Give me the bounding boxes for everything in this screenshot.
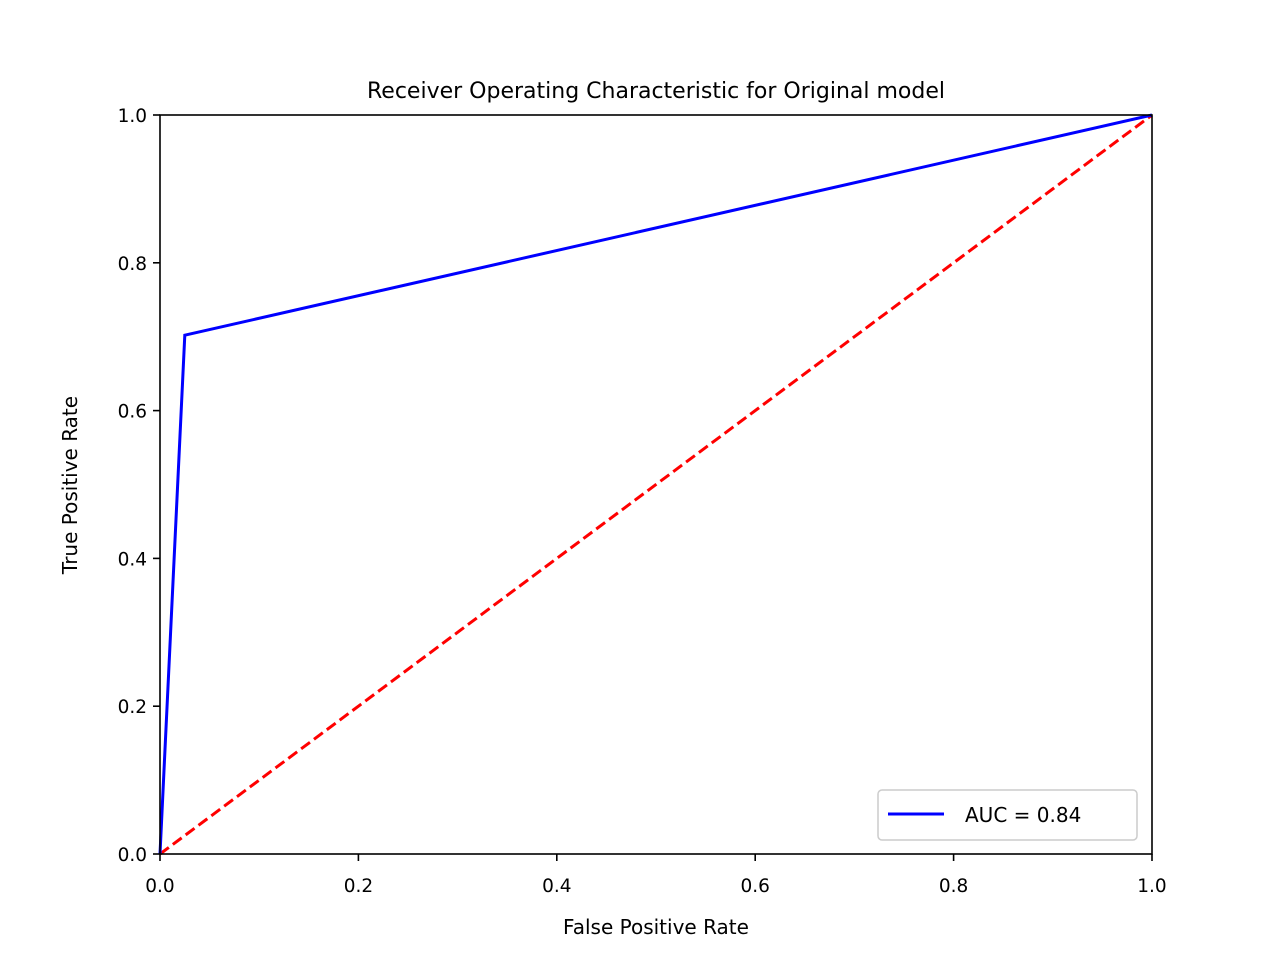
chance-diagonal-line bbox=[159, 113, 1153, 856]
y-tick-label: 0.6 bbox=[118, 402, 147, 423]
roc-curve-line bbox=[158, 113, 1153, 855]
y-tick-label: 0.0 bbox=[118, 845, 147, 866]
y-axis-label: True Positive Rate bbox=[58, 396, 82, 575]
x-tick-label: 0.8 bbox=[939, 876, 968, 897]
y-tick-label: 0.4 bbox=[118, 549, 147, 570]
legend-box bbox=[877, 789, 1138, 841]
x-axis-label: False Positive Rate bbox=[563, 915, 749, 939]
x-tick-label: 0.6 bbox=[740, 876, 769, 897]
y-tick-label: 1.0 bbox=[118, 106, 147, 127]
x-tick-label: 0.0 bbox=[145, 876, 174, 897]
legend: AUC = 0.84 bbox=[877, 789, 1138, 841]
y-axis-ticks: 0.0 0.2 0.4 0.6 0.8 1.0 bbox=[118, 106, 160, 866]
plot-frame bbox=[159, 114, 1153, 855]
y-tick-label: 0.8 bbox=[118, 254, 147, 275]
x-axis-ticks: 0.0 0.2 0.4 0.6 0.8 1.0 bbox=[145, 854, 1167, 897]
x-tick-label: 1.0 bbox=[1137, 876, 1166, 897]
x-tick-label: 0.4 bbox=[542, 876, 571, 897]
legend-label: AUC = 0.84 bbox=[965, 803, 1081, 827]
chart-title: Receiver Operating Characteristic for Or… bbox=[367, 79, 945, 104]
y-tick-label: 0.2 bbox=[118, 697, 147, 718]
x-tick-label: 0.2 bbox=[344, 876, 373, 897]
plot-lines bbox=[158, 113, 1153, 856]
